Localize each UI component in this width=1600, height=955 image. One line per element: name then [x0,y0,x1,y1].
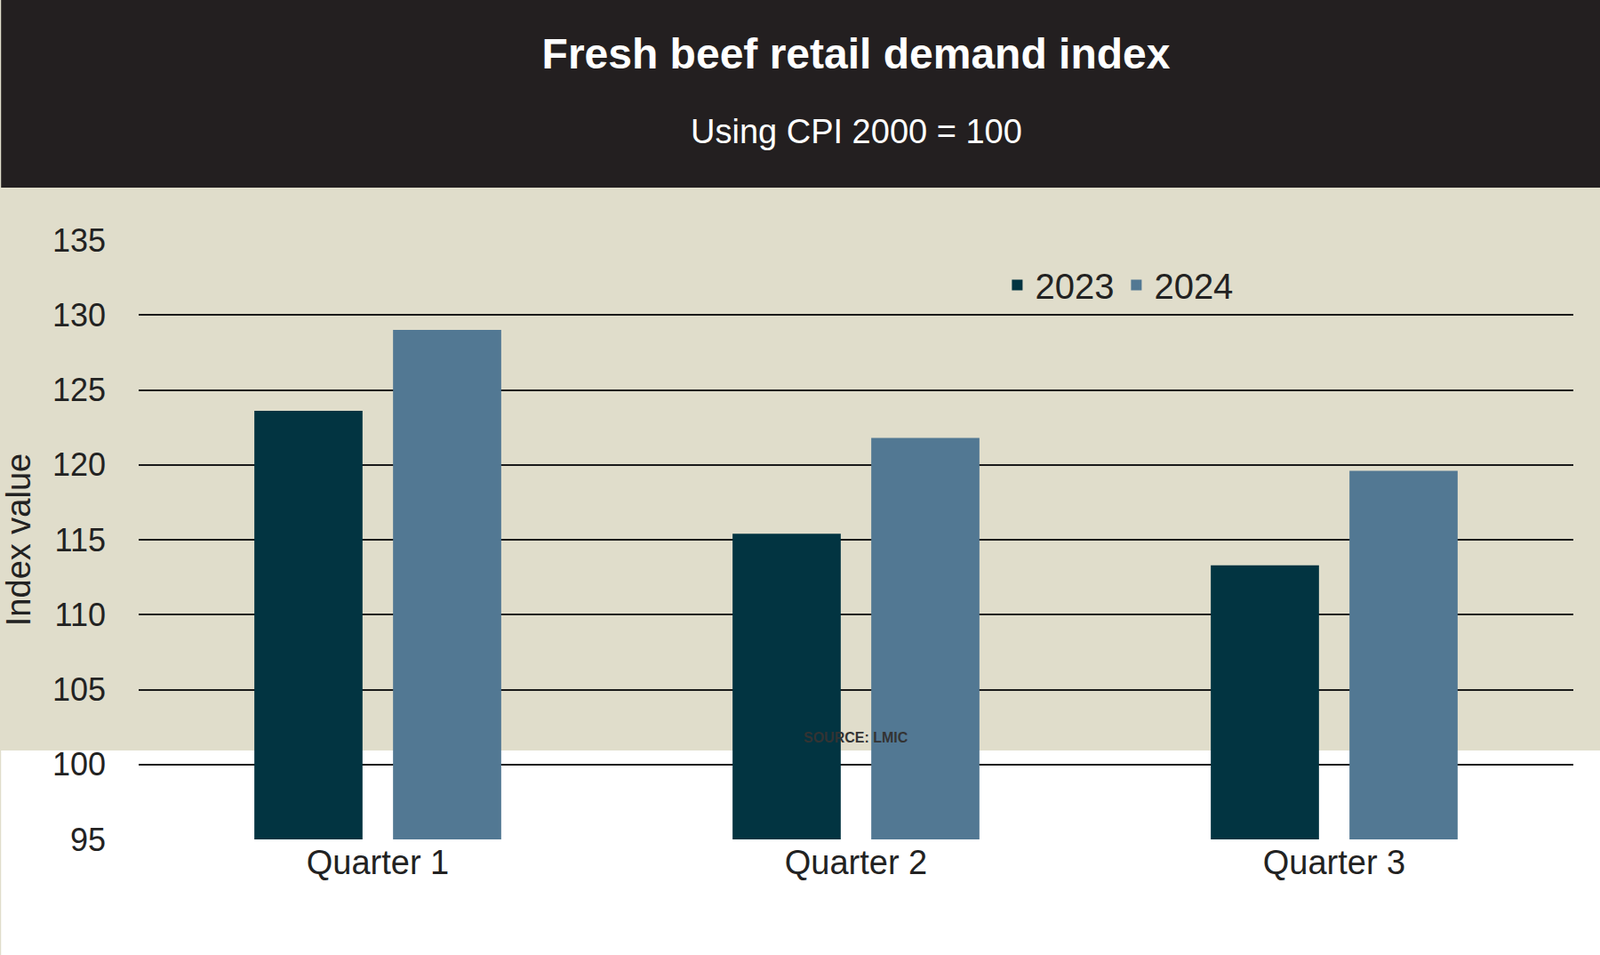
svg-text:110: 110 [55,596,106,633]
svg-text:Quarter 1: Quarter 1 [306,843,450,881]
svg-text:100: 100 [52,745,106,783]
svg-text:Using CPI 2000 = 100: Using CPI 2000 = 100 [690,112,1023,151]
svg-text:Index value: Index value [0,453,38,626]
svg-text:120: 120 [52,446,106,483]
svg-text:115: 115 [55,521,106,559]
svg-text:105: 105 [52,671,106,708]
svg-text:Fresh beef retail demand index: Fresh beef retail demand index [542,30,1171,78]
svg-text:Quarter 3: Quarter 3 [1263,843,1407,881]
svg-text:135: 135 [52,222,106,259]
svg-text:Quarter 2: Quarter 2 [784,843,928,881]
svg-text:2024: 2024 [1153,266,1233,306]
svg-text:130: 130 [52,296,106,334]
svg-text:95: 95 [70,821,106,858]
svg-text:2023: 2023 [1034,266,1114,306]
svg-text:125: 125 [52,371,106,408]
svg-text:SOURCE: LMIC: SOURCE: LMIC [803,729,909,745]
